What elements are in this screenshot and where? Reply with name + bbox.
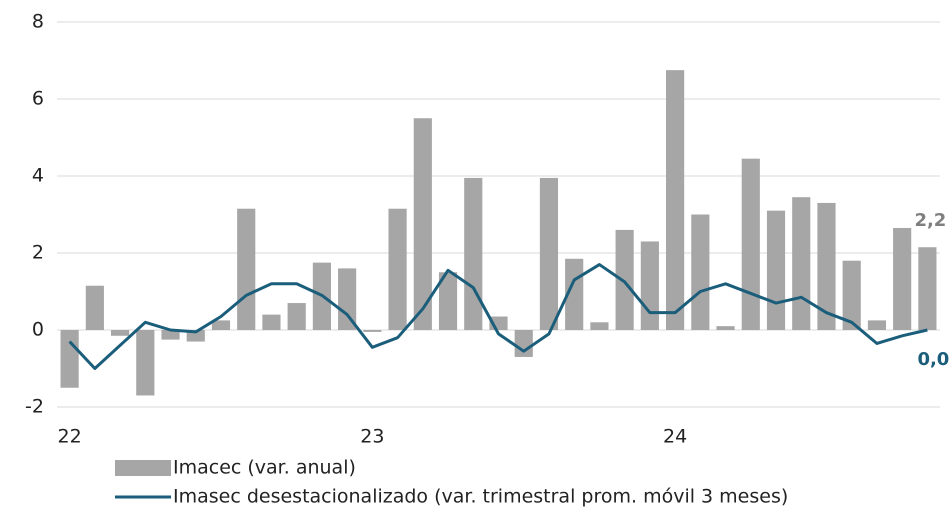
- y-tick-label: 2: [32, 242, 44, 264]
- bar: [893, 227, 912, 330]
- x-tick-label: 22: [58, 426, 82, 448]
- bar: [161, 330, 180, 340]
- bar: [338, 268, 357, 330]
- legend-label: Imasec desestacionalizado (var. trimestr…: [173, 486, 788, 508]
- bar: [514, 330, 533, 357]
- value-label: 2,2: [914, 210, 946, 231]
- bar: [363, 330, 382, 332]
- legend-label: Imacec (var. anual): [173, 457, 356, 479]
- bar: [615, 229, 634, 330]
- bar: [413, 118, 432, 330]
- x-tick-label: 23: [360, 426, 384, 448]
- bar: [590, 322, 609, 330]
- bar: [867, 320, 887, 330]
- bar: [817, 202, 836, 330]
- bar: [388, 208, 407, 330]
- bar: [918, 247, 937, 330]
- bar: [211, 320, 231, 330]
- y-tick-label: 0: [32, 319, 44, 341]
- bar: [716, 326, 735, 330]
- y-tick-label: 4: [32, 165, 44, 187]
- bar: [85, 285, 104, 330]
- bar: [110, 330, 130, 336]
- y-tick-label: -2: [25, 396, 44, 418]
- legend-swatch: [115, 460, 171, 476]
- bar: [136, 330, 155, 396]
- bar: [186, 330, 205, 342]
- bar: [464, 177, 483, 330]
- bar: [262, 314, 281, 330]
- bar: [666, 70, 685, 330]
- line: [68, 263, 928, 370]
- bar: [792, 197, 811, 330]
- bar: [287, 303, 306, 330]
- bar: [60, 330, 79, 388]
- bar: [842, 260, 861, 330]
- value-label: 0,0: [917, 349, 949, 370]
- x-tick-label: 24: [663, 426, 687, 448]
- bar: [766, 210, 786, 330]
- bar: [691, 214, 710, 330]
- y-tick-label: 6: [32, 88, 44, 110]
- bar: [539, 177, 559, 330]
- bar: [741, 158, 760, 330]
- y-tick-label: 8: [32, 11, 44, 33]
- bar: [640, 241, 659, 330]
- bar: [438, 272, 458, 330]
- bar: [237, 208, 256, 330]
